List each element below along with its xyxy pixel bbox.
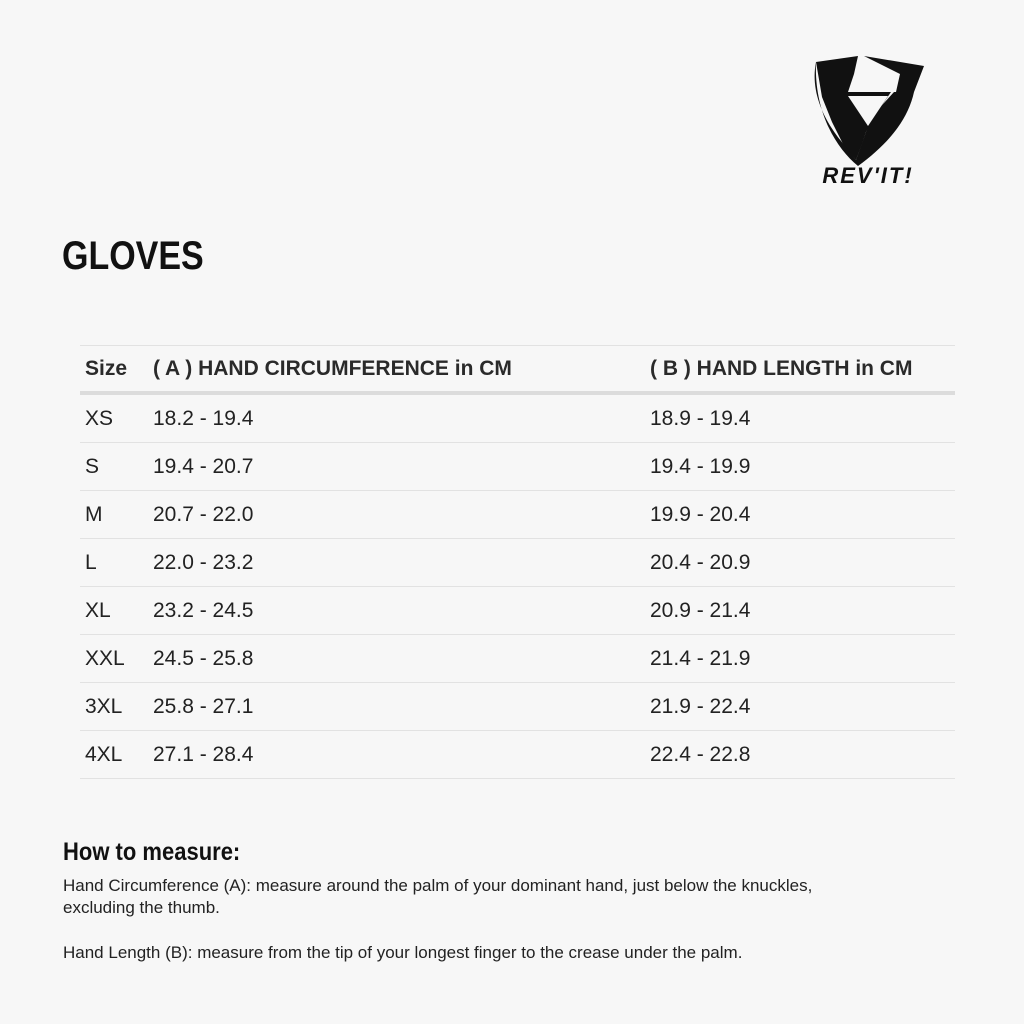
header-length: ( B ) HAND LENGTH in CM xyxy=(645,345,955,395)
circumference-cell: 24.5 - 25.8 xyxy=(148,634,645,683)
circumference-cell: 25.8 - 27.1 xyxy=(148,682,645,731)
length-cell: 20.9 - 21.4 xyxy=(645,586,955,635)
table-row: L 22.0 - 23.2 20.4 - 20.9 xyxy=(80,538,955,587)
size-cell: S xyxy=(80,442,148,491)
circumference-cell: 20.7 - 22.0 xyxy=(148,490,645,539)
length-cell: 21.4 - 21.9 xyxy=(645,634,955,683)
size-cell: XS xyxy=(80,393,148,443)
svg-text:REV'IT!: REV'IT! xyxy=(822,163,913,188)
size-cell: L xyxy=(80,538,148,587)
revit-logo: REV'IT! xyxy=(814,56,924,188)
header-circumference: ( A ) HAND CIRCUMFERENCE in CM xyxy=(148,345,645,395)
circumference-instructions: Hand Circumference (A): measure around t… xyxy=(63,876,813,917)
header-size: Size xyxy=(80,345,148,395)
table-row: S 19.4 - 20.7 19.4 - 19.9 xyxy=(80,442,955,491)
length-cell: 19.9 - 20.4 xyxy=(645,490,955,539)
table-row: 4XL 27.1 - 28.4 22.4 - 22.8 xyxy=(80,730,955,779)
size-cell: 3XL xyxy=(80,682,148,731)
length-cell: 22.4 - 22.8 xyxy=(645,730,955,779)
circumference-cell: 22.0 - 23.2 xyxy=(148,538,645,587)
table-header-row: Size ( A ) HAND CIRCUMFERENCE in CM ( B … xyxy=(80,345,955,395)
table-row: 3XL 25.8 - 27.1 21.9 - 22.4 xyxy=(80,682,955,731)
length-instructions: Hand Length (B): measure from the tip of… xyxy=(63,943,743,962)
table-row: XS 18.2 - 19.4 18.9 - 19.4 xyxy=(80,393,955,443)
length-cell: 20.4 - 20.9 xyxy=(645,538,955,587)
page-title: GLOVES xyxy=(62,234,204,278)
size-cell: XXL xyxy=(80,634,148,683)
table-row: XXL 24.5 - 25.8 21.4 - 21.9 xyxy=(80,634,955,683)
size-cell: XL xyxy=(80,586,148,635)
circumference-cell: 27.1 - 28.4 xyxy=(148,730,645,779)
size-chart-table: Size ( A ) HAND CIRCUMFERENCE in CM ( B … xyxy=(80,345,955,779)
length-cell: 19.4 - 19.9 xyxy=(645,442,955,491)
circumference-cell: 23.2 - 24.5 xyxy=(148,586,645,635)
table-row: M 20.7 - 22.0 19.9 - 20.4 xyxy=(80,490,955,539)
circumference-cell: 19.4 - 20.7 xyxy=(148,442,645,491)
length-cell: 18.9 - 19.4 xyxy=(645,393,955,443)
table-row: XL 23.2 - 24.5 20.9 - 21.4 xyxy=(80,586,955,635)
circumference-cell: 18.2 - 19.4 xyxy=(148,393,645,443)
size-cell: 4XL xyxy=(80,730,148,779)
length-cell: 21.9 - 22.4 xyxy=(645,682,955,731)
how-to-heading: How to measure: xyxy=(63,838,241,866)
size-cell: M xyxy=(80,490,148,539)
